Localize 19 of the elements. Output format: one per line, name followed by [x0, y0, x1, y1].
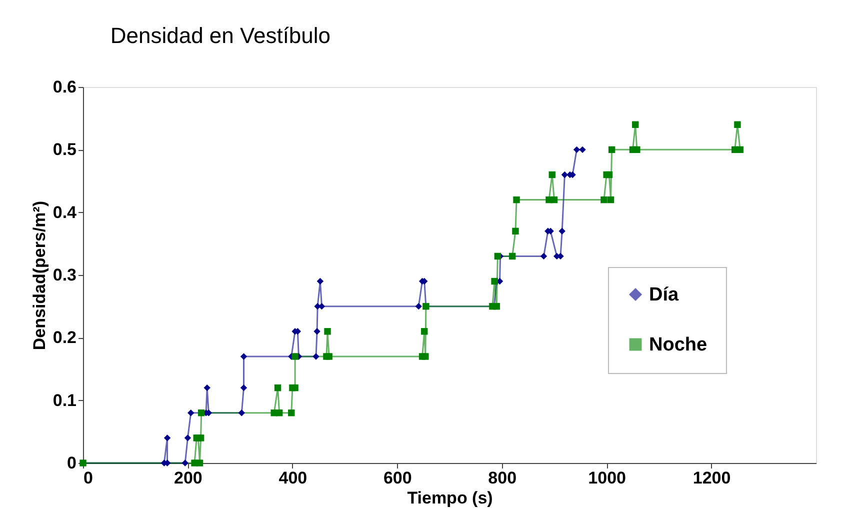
x-tick-label: 0: [84, 468, 93, 488]
y-tick-label: 0.2: [52, 328, 76, 348]
legend-label: Noche: [649, 334, 708, 356]
x-tick-label: 1000: [588, 468, 626, 488]
x-tick-label: 400: [278, 468, 308, 488]
y-tick-label: 0: [67, 454, 76, 472]
y-tick-label: 0.5: [52, 140, 76, 160]
legend-label: Día: [649, 284, 679, 306]
chart-title: Densidad en Vestíbulo: [110, 23, 331, 48]
y-tick-label: 0.4: [52, 202, 78, 222]
x-tick-label: 1200: [692, 468, 731, 488]
y-axis-title: Densidad(pers/m²): [30, 200, 49, 350]
y-tick-label: 0.3: [52, 266, 76, 284]
x-tick-label: 600: [383, 468, 412, 488]
y-tick-label: 0.6: [52, 78, 76, 96]
x-tick-label: 800: [488, 468, 517, 488]
y-tick-label: 0.1: [52, 390, 76, 410]
x-axis-title: Tiempo (s): [407, 488, 493, 508]
x-tick-label: 200: [174, 468, 202, 488]
